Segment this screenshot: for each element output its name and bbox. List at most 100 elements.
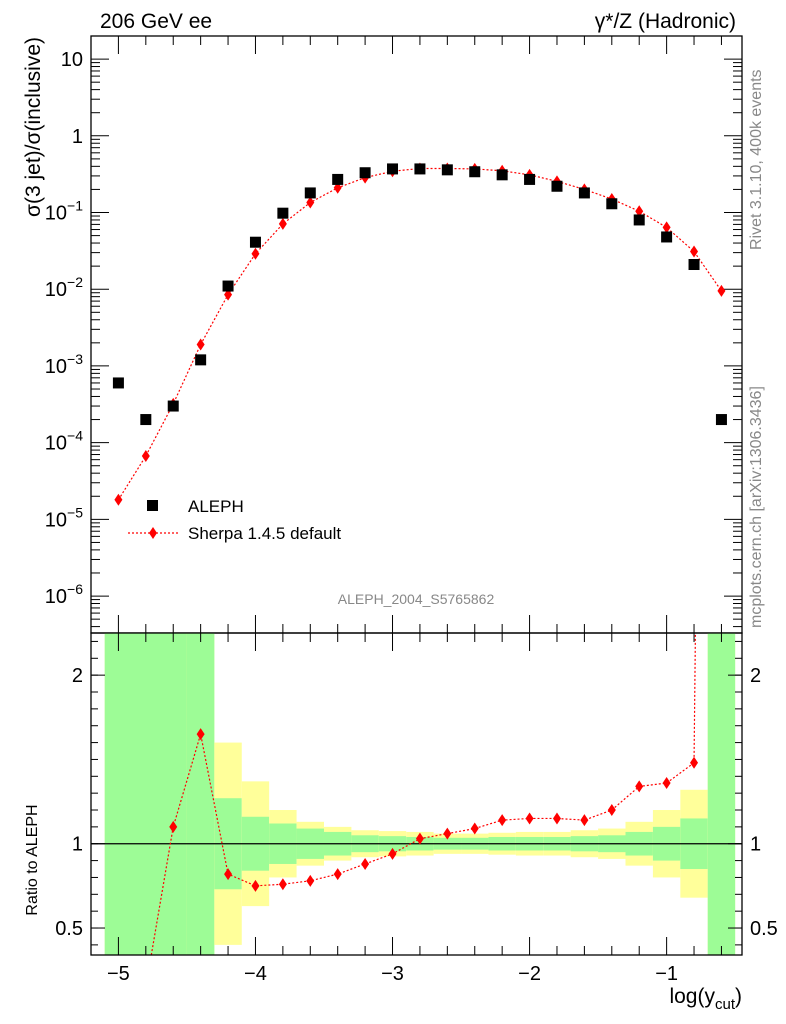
main-ytick-exponent: −2 (67, 274, 83, 290)
ratio-ylabel: Ratio to ALEPH (24, 804, 41, 915)
ratio-point (443, 827, 452, 840)
main-ytick-label: 10−2 (45, 274, 83, 301)
aleph-point (414, 163, 426, 175)
xtick-label: −2 (518, 963, 541, 985)
ratio-frame (90, 632, 743, 956)
aleph-point (441, 164, 453, 176)
aleph-point (551, 180, 563, 192)
ratio-point (224, 868, 233, 881)
sherpa-series-line (117, 167, 722, 501)
aleph-point (496, 169, 508, 181)
main-frame (90, 35, 743, 634)
aleph-point (578, 187, 590, 199)
aleph-point (332, 173, 344, 185)
green-band-bin (707, 633, 736, 955)
ratio-point (635, 780, 644, 793)
aleph-point (112, 377, 124, 389)
sherpa-point (141, 449, 150, 462)
process-title: γ*/Z (Hadronic) (595, 10, 736, 33)
ratio-point (690, 756, 699, 769)
xtick-label: −4 (244, 963, 267, 985)
xtick-label: −5 (107, 963, 130, 985)
green-band-bin (104, 633, 187, 955)
main-ytick-exponent: −5 (67, 504, 83, 520)
sherpa-point (662, 221, 671, 234)
ratio-point (525, 812, 534, 825)
aleph-point (524, 173, 536, 185)
main-ytick-base: 1 (72, 126, 83, 148)
sherpa-point (114, 493, 123, 506)
legend-aleph-label: ALEPH (188, 497, 244, 516)
main-ytick-exponent: −3 (67, 351, 83, 367)
main-ytick-base: 10 (45, 586, 67, 608)
main-ytick-label: 1 (72, 126, 83, 148)
aleph-point (661, 231, 673, 243)
ratio-point (251, 879, 260, 892)
aleph-point (633, 214, 645, 226)
main-ytick-label: 10−4 (45, 428, 83, 455)
aleph-point (277, 207, 289, 219)
sherpa-point (224, 288, 233, 301)
main-ytick-exponent: −6 (67, 581, 83, 597)
aleph-point (140, 414, 152, 426)
ratio-point (388, 847, 397, 860)
ratio-point (361, 857, 370, 870)
rivet-label: Rivet 3.1.10, 400k events (748, 69, 765, 250)
main-ytick-base: 10 (45, 356, 67, 378)
ratio-point (498, 814, 507, 827)
xtick-label: −3 (381, 963, 404, 985)
aleph-point (469, 166, 481, 178)
aleph-point (195, 354, 207, 366)
main-ytick-base: 10 (45, 279, 67, 301)
ratio-ytick-label-left: 2 (72, 665, 83, 687)
main-ytick-label: 10 (61, 49, 83, 71)
x-axis-title: log(ycut) (669, 985, 742, 1013)
sherpa-point (278, 217, 287, 230)
ratio-point (552, 812, 561, 825)
main-ytick-label: 10−6 (45, 581, 83, 608)
xtick-label: −1 (655, 963, 678, 985)
ratio-point (169, 820, 178, 833)
aleph-point (688, 259, 700, 271)
main-ytick-base: 10 (45, 203, 67, 225)
ratio-point (306, 874, 315, 887)
main-ytick-label: 10−3 (45, 351, 83, 378)
legend-sherpa-marker (149, 527, 157, 539)
main-ytick-exponent: −1 (67, 198, 83, 214)
mcplots-label: mcplots.cern.ch [arXiv:1306.3436] (748, 386, 765, 628)
main-ytick-base: 10 (61, 49, 83, 71)
legend-sherpa-label: Sherpa 1.4.5 default (188, 524, 341, 543)
aleph-point (167, 400, 179, 412)
ratio-point (470, 822, 479, 835)
main-ytick-label: 10−5 (45, 504, 83, 531)
ratio-point (278, 878, 287, 891)
sherpa-point (635, 205, 644, 218)
sherpa-point (717, 284, 726, 297)
x-axis-title-subscript: cut (715, 996, 736, 1013)
analysis-id-label: ALEPH_2004_S5765862 (338, 591, 495, 607)
ratio-ytick-label-left: 1 (72, 834, 83, 856)
main-ytick-label: 10−1 (45, 198, 83, 225)
ratio-point (662, 777, 671, 790)
legend-aleph-marker (147, 500, 158, 511)
main-ylabel: σ(3 jet)/σ(inclusive) (22, 37, 45, 217)
sherpa-point (690, 245, 699, 258)
main-ytick-exponent: −4 (67, 428, 83, 444)
ratio-point (415, 832, 424, 845)
x-axis-title-close: ) (735, 985, 742, 1008)
main-ytick-base: 10 (45, 433, 67, 455)
ratio-point (333, 868, 342, 881)
sherpa-point (196, 338, 205, 351)
aleph-point (249, 236, 261, 248)
ratio-point (607, 804, 616, 817)
ratio-ytick-label-right: 0.5 (750, 918, 778, 940)
ratio-point (196, 728, 205, 741)
green-band-bin (186, 633, 215, 955)
sherpa-point (306, 196, 315, 209)
main-ytick-base: 10 (45, 509, 67, 531)
sherpa-point (251, 247, 260, 260)
ratio-point (580, 814, 589, 827)
aleph-point (304, 187, 316, 199)
ratio-ytick-label-left: 0.5 (55, 918, 83, 940)
